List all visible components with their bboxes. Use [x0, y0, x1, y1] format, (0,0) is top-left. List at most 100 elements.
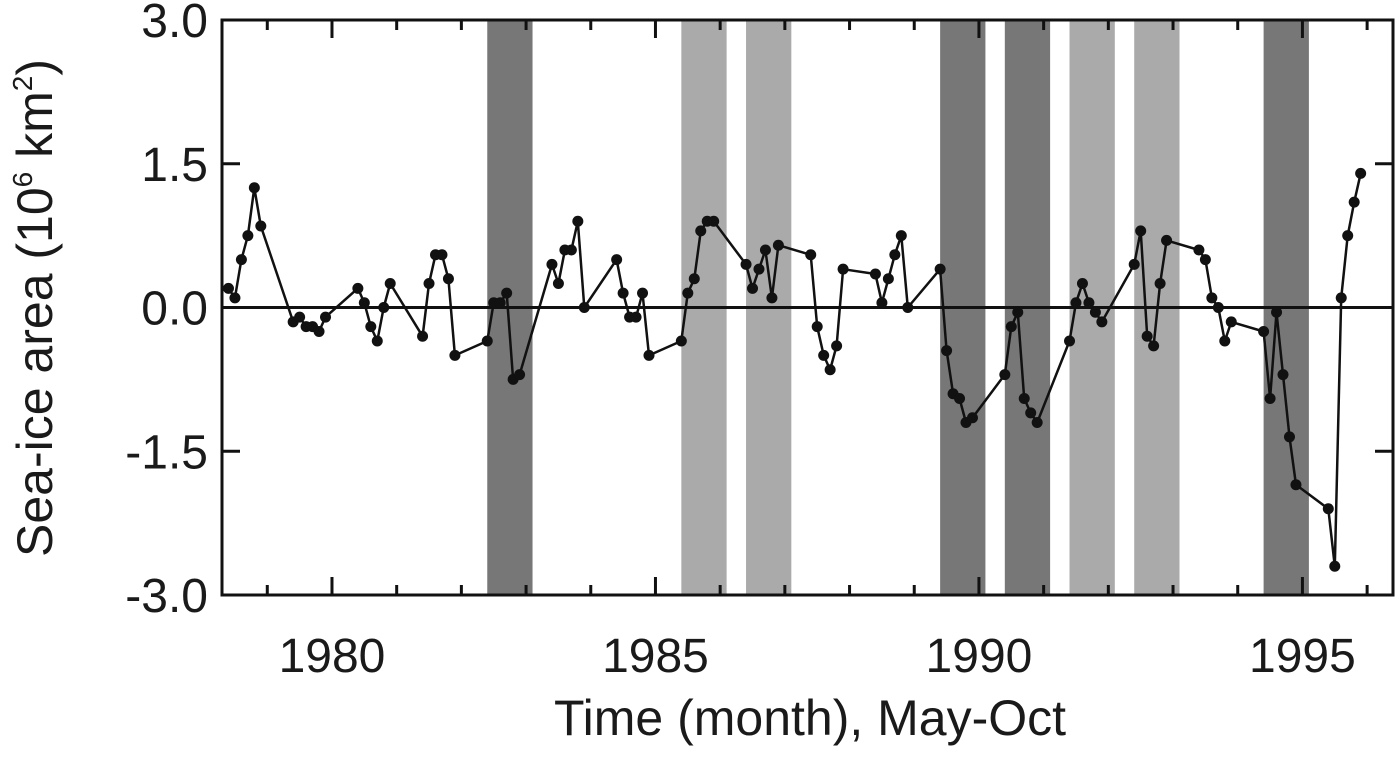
data-point-40 — [637, 287, 649, 299]
data-point-93 — [1212, 302, 1224, 313]
data-point-76 — [1025, 407, 1037, 419]
data-point-82 — [1089, 306, 1101, 318]
data-point-95 — [1225, 316, 1237, 328]
y-axis-title-mid: km — [7, 91, 63, 172]
data-point-73 — [1005, 321, 1017, 333]
data-point-45 — [695, 225, 707, 237]
data-point-94 — [1219, 335, 1231, 347]
y-axis-title-main: Sea-ice area (10 — [7, 187, 63, 557]
y-axis-title-end: ) — [7, 59, 63, 76]
data-point-39 — [630, 311, 642, 323]
data-point-64 — [895, 230, 907, 242]
series-layer — [222, 167, 1367, 572]
data-point-12 — [352, 282, 364, 294]
data-point-71 — [966, 412, 978, 424]
data-point-102 — [1322, 503, 1334, 515]
data-point-27 — [501, 287, 513, 299]
y-axis-title-sup1: 6 — [7, 172, 38, 188]
data-point-43 — [682, 287, 694, 299]
data-point-101 — [1290, 479, 1302, 491]
data-point-51 — [759, 244, 771, 256]
data-point-41 — [643, 349, 655, 361]
data-point-58 — [831, 340, 843, 352]
data-point-59 — [837, 263, 849, 275]
data-point-14 — [365, 321, 377, 333]
data-point-54 — [805, 249, 817, 261]
data-point-60 — [869, 268, 881, 280]
x-tick-label-1985: 1985 — [602, 630, 709, 683]
data-point-90 — [1193, 244, 1205, 256]
data-point-10 — [313, 325, 325, 337]
data-point-50 — [753, 263, 765, 275]
series-line-0 — [227, 173, 1362, 568]
x-tick-label-1995: 1995 — [1249, 630, 1356, 683]
data-point-23 — [449, 349, 461, 361]
data-point-66 — [934, 263, 946, 275]
data-point-42 — [675, 335, 687, 347]
y-axis-title: Sea-ice area (106 km2) — [7, 59, 63, 557]
x-tick-label-1980: 1980 — [279, 630, 386, 683]
data-point-75 — [1018, 393, 1030, 405]
data-point-35 — [578, 302, 590, 313]
data-point-61 — [876, 297, 888, 309]
data-point-0 — [222, 282, 234, 294]
data-point-96 — [1258, 325, 1270, 337]
data-point-80 — [1076, 278, 1088, 290]
y-tick-label-3: -1.5 — [125, 426, 208, 479]
data-point-57 — [824, 364, 836, 376]
data-point-88 — [1154, 278, 1166, 290]
data-point-2 — [235, 254, 247, 266]
data-point-44 — [688, 273, 700, 285]
y-tick-label-2: 0.0 — [141, 283, 208, 336]
data-point-5 — [255, 220, 267, 232]
data-point-29 — [514, 369, 526, 381]
data-point-105 — [1342, 230, 1354, 242]
data-point-97 — [1264, 393, 1276, 405]
data-point-7 — [294, 311, 306, 323]
x-axis-title: Time (month), May-Oct — [554, 690, 1066, 746]
data-point-69 — [954, 393, 966, 405]
data-point-63 — [889, 249, 901, 261]
data-point-48 — [740, 258, 752, 270]
data-point-15 — [371, 335, 383, 347]
data-point-106 — [1348, 196, 1360, 208]
y-tick-label-4: -3.0 — [125, 570, 208, 623]
data-point-79 — [1070, 297, 1082, 309]
data-point-47 — [708, 215, 720, 227]
data-point-53 — [772, 239, 784, 251]
data-point-26 — [494, 297, 506, 309]
data-point-22 — [442, 273, 454, 285]
data-point-62 — [882, 273, 894, 285]
data-point-56 — [818, 349, 830, 361]
data-point-18 — [417, 330, 429, 342]
data-point-33 — [565, 244, 577, 256]
x-tick-labels: 1980 1985 1990 1995 — [279, 630, 1356, 683]
data-point-24 — [481, 335, 493, 347]
data-point-74 — [1012, 306, 1024, 318]
axis-ticks — [222, 18, 1393, 597]
data-point-36 — [611, 254, 623, 266]
data-point-81 — [1083, 297, 1095, 309]
data-point-99 — [1277, 369, 1289, 381]
data-point-72 — [999, 369, 1011, 381]
data-point-37 — [617, 287, 629, 299]
x-tick-label-1990: 1990 — [926, 630, 1033, 683]
data-point-13 — [358, 297, 370, 309]
y-tick-label-1: 1.5 — [141, 139, 208, 192]
data-point-31 — [552, 278, 564, 290]
data-point-107 — [1355, 167, 1367, 179]
data-point-91 — [1199, 254, 1211, 266]
y-axis-title-sup2: 2 — [7, 76, 38, 92]
data-point-98 — [1271, 306, 1283, 318]
data-point-87 — [1148, 340, 1160, 352]
data-point-16 — [378, 302, 390, 313]
data-point-17 — [384, 278, 396, 290]
data-point-67 — [941, 345, 953, 357]
data-point-85 — [1135, 225, 1147, 237]
data-point-49 — [747, 282, 759, 294]
data-point-83 — [1096, 316, 1108, 328]
data-point-30 — [546, 258, 558, 270]
data-point-21 — [436, 249, 448, 261]
